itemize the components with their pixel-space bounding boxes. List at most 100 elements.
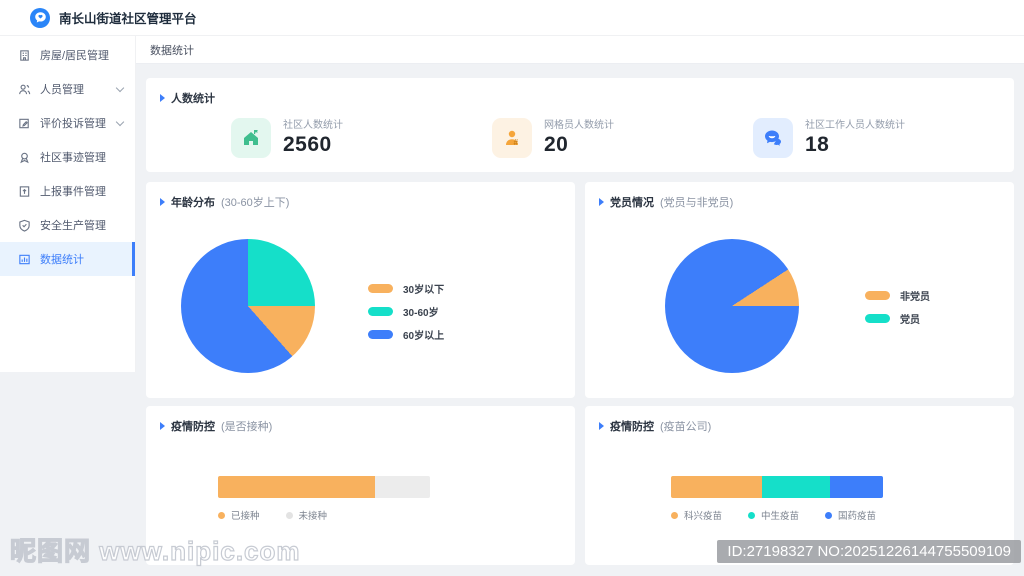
legend-item[interactable]: 已接种	[218, 508, 260, 522]
legend-item[interactable]: 未接种	[285, 508, 327, 522]
section-header: 疫情防控 (是否接种)	[146, 406, 575, 434]
section-title: 疫情防控	[171, 421, 215, 433]
sidebar-item-deeds[interactable]: 社区事迹管理	[0, 140, 135, 174]
vaccination-status-card: 疫情防控 (是否接种) 已接种 未接种	[146, 406, 575, 565]
population-stats-card: 人数统计 社区人数统计 2560 #	[146, 78, 1014, 172]
legend-label: 党员	[900, 315, 920, 326]
bar-chart-icon	[18, 253, 31, 266]
watermark-id-badge: ID:27198327 NO:20251226144755509109	[717, 540, 1021, 563]
party-pie-legend: 非党员 党员	[865, 288, 930, 326]
sidebar-item-label: 人员管理	[40, 84, 84, 96]
watermark-site: 昵图网 www.nipic.com	[9, 535, 301, 566]
sidebar-item-safety[interactable]: 安全生产管理	[0, 208, 135, 242]
party-pie-chart	[665, 239, 799, 373]
bar-segment	[218, 476, 375, 498]
vaccine-company-bar-legend: 科兴疫苗 中生疫苗 国药疫苗	[671, 508, 876, 522]
section-subtitle: (是否接种)	[221, 421, 273, 433]
tab-statistics[interactable]: 数据统计	[150, 44, 194, 57]
home-icon	[231, 118, 271, 158]
legend-item[interactable]: 30岁以下	[368, 281, 444, 296]
section-subtitle: (30-60岁上下)	[221, 197, 290, 209]
legend-item[interactable]: 中生疫苗	[748, 508, 799, 522]
medal-icon	[18, 151, 31, 164]
chevron-down-icon	[115, 117, 125, 126]
sidebar-item-personnel[interactable]: 人员管理	[0, 72, 135, 106]
bar-segment	[671, 476, 763, 498]
content-area: 人数统计 社区人数统计 2560 #	[136, 64, 1024, 576]
section-title: 年龄分布	[171, 197, 215, 209]
stat-community-staff: 社区工作人员人数统计 18	[753, 116, 1014, 158]
party-members-card: 党员情况 (党员与非党员) 非党员 党员	[585, 182, 1014, 398]
legend-dot	[671, 511, 678, 519]
sidebar-item-statistics[interactable]: 数据统计	[0, 242, 135, 276]
legend-swatch	[368, 307, 393, 316]
app-logo-icon	[30, 7, 50, 28]
legend-item[interactable]: 党员	[865, 311, 930, 326]
stat-value: 20	[544, 133, 569, 156]
age-distribution-card: 年龄分布 (30-60岁上下) 30岁以下 30-60岁	[146, 182, 575, 398]
section-arrow-icon	[599, 198, 604, 206]
vaccine-company-stacked-bar	[671, 476, 883, 498]
sidebar-column: 房屋/居民管理 人员管理 评价投诉管理 社区事迹管理	[0, 36, 136, 576]
sidebar-item-housing[interactable]: 房屋/居民管理	[0, 38, 135, 72]
legend-item[interactable]: 科兴疫苗	[671, 508, 722, 522]
stats-row: 社区人数统计 2560 # 网格员人数统计 20	[146, 106, 1014, 158]
stat-label: 社区工作人员人数统计	[805, 120, 905, 131]
section-arrow-icon	[160, 422, 165, 430]
sidebar-item-complaints[interactable]: 评价投诉管理	[0, 106, 135, 140]
vaccination-bar-legend: 已接种 未接种	[218, 508, 327, 522]
section-arrow-icon	[160, 198, 165, 206]
legend-dot	[285, 511, 293, 519]
legend-item[interactable]: 非党员	[865, 288, 930, 303]
stat-value: 2560	[283, 133, 332, 156]
legend-item[interactable]: 60岁以上	[368, 327, 444, 342]
app-title: 南长山街道社区管理平台	[59, 12, 197, 26]
section-subtitle: (疫苗公司)	[660, 421, 712, 433]
legend-dot	[748, 511, 756, 519]
age-pie-legend: 30岁以下 30-60岁 60岁以上	[368, 281, 444, 342]
sidebar-item-label: 房屋/居民管理	[40, 50, 110, 62]
tab-bar: 数据统计	[136, 36, 1024, 64]
chat-icon	[753, 118, 793, 158]
feedback-edit-icon	[18, 117, 31, 130]
legend-label: 国药疫苗	[838, 511, 877, 522]
stat-label: 社区人数统计	[283, 120, 343, 131]
legend-label: 30岁以下	[403, 285, 445, 296]
section-title: 党员情况	[610, 197, 654, 209]
section-header: 疫情防控 (疫苗公司)	[585, 406, 1014, 434]
sidebar-item-label: 上报事件管理	[40, 186, 106, 198]
stat-label: 网格员人数统计	[544, 120, 614, 131]
section-header: 年龄分布 (30-60岁上下)	[146, 182, 575, 210]
vaccine-company-card: 疫情防控 (疫苗公司) 科兴疫苗 中生疫苗	[585, 406, 1014, 565]
legend-swatch	[865, 291, 890, 300]
bar-segment	[829, 476, 883, 498]
legend-swatch	[368, 284, 393, 293]
legend-label: 60岁以上	[403, 331, 445, 342]
section-subtitle: (党员与非党员)	[660, 197, 734, 209]
vaccination-stacked-bar	[218, 476, 430, 498]
legend-swatch	[368, 330, 393, 339]
chevron-down-icon	[115, 83, 125, 92]
legend-label: 已接种	[231, 511, 260, 522]
sidebar-item-label: 安全生产管理	[40, 220, 106, 232]
report-document-icon	[18, 185, 31, 198]
building-icon	[18, 49, 31, 62]
legend-item[interactable]: 30-60岁	[368, 304, 444, 319]
sidebar-item-label: 数据统计	[40, 254, 84, 266]
legend-label: 非党员	[900, 292, 930, 303]
sidebar-item-reported-events[interactable]: 上报事件管理	[0, 174, 135, 208]
stat-grid-workers: # 网格员人数统计 20	[492, 116, 753, 158]
svg-text:#: #	[514, 138, 519, 147]
legend-dot	[218, 511, 225, 519]
stat-value: 18	[805, 133, 830, 156]
age-pie-chart	[181, 239, 315, 373]
legend-label: 30-60岁	[403, 308, 439, 319]
section-header: 人数统计	[146, 78, 1014, 106]
section-title: 人数统计	[171, 93, 215, 105]
section-arrow-icon	[599, 422, 604, 430]
section-header: 党员情况 (党员与非党员)	[585, 182, 1014, 210]
legend-label: 中生疫苗	[761, 511, 800, 522]
legend-item[interactable]: 国药疫苗	[825, 508, 876, 522]
shield-icon	[18, 219, 31, 232]
legend-swatch	[865, 314, 890, 323]
